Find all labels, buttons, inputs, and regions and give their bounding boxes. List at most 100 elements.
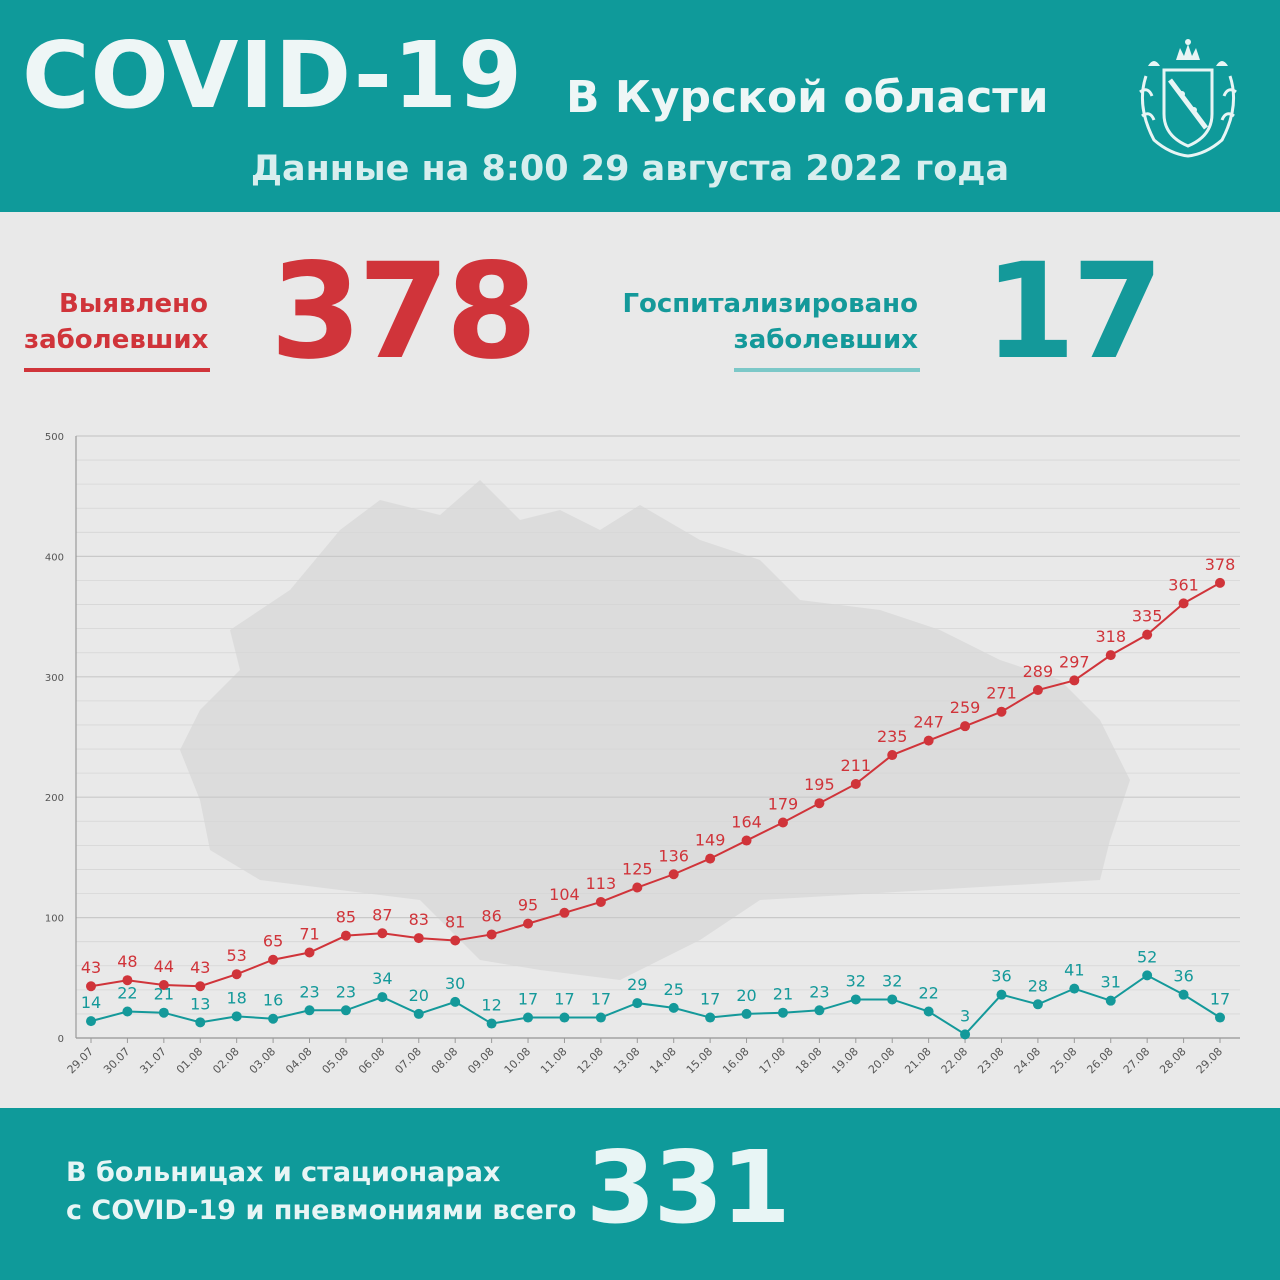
data-point <box>559 1012 570 1023</box>
detected-label-line2: заболевших <box>24 325 209 355</box>
y-tick-label: 300 <box>45 673 64 684</box>
data-label: 43 <box>190 958 210 977</box>
data-point <box>268 1013 279 1024</box>
data-point <box>523 1012 534 1023</box>
chart-series: 43 48 44 43 53 65 71 85 87 83 81 86 95 104 113 125 136 14… <box>81 555 1235 1040</box>
data-point <box>705 1012 716 1023</box>
x-tick-label: 29.08 <box>1194 1045 1225 1076</box>
data-label: 12 <box>481 996 501 1015</box>
data-label: 32 <box>846 971 866 990</box>
data-label: 164 <box>731 813 762 832</box>
x-tick-label: 18.08 <box>793 1045 824 1076</box>
data-label: 20 <box>409 986 429 1005</box>
x-tick-label: 01.08 <box>174 1045 205 1076</box>
data-label: 20 <box>736 986 756 1005</box>
x-tick-label: 13.08 <box>611 1045 642 1076</box>
data-label: 318 <box>1095 627 1126 646</box>
data-point <box>559 907 570 918</box>
data-label: 361 <box>1168 575 1199 594</box>
data-label: 87 <box>372 905 392 924</box>
x-tick-label: 11.08 <box>538 1045 569 1076</box>
data-point <box>1142 629 1153 640</box>
data-label: 32 <box>882 971 902 990</box>
data-point <box>923 735 934 746</box>
footer-caption-line1: В больницах и стационарах <box>66 1157 501 1188</box>
x-tick-label: 07.08 <box>392 1045 423 1076</box>
data-point <box>231 1011 242 1022</box>
x-axis-ticks: 29.07 30.07 31.07 01.08 02.08 03.08 04.08 05.08… <box>65 1038 1225 1076</box>
data-point <box>450 996 461 1007</box>
data-point <box>377 992 388 1003</box>
data-label: 149 <box>695 831 726 850</box>
data-point <box>304 947 315 958</box>
data-point <box>595 896 606 907</box>
data-label: 29 <box>627 975 647 994</box>
x-tick-label: 20.08 <box>866 1045 897 1076</box>
data-label: 36 <box>991 967 1011 986</box>
data-point <box>1215 1012 1225 1023</box>
kursk-coat-of-arms-icon <box>1139 39 1237 158</box>
hospitalized-label-line1: Госпитализировано <box>622 289 918 319</box>
data-label: 25 <box>664 980 684 999</box>
y-tick-label: 500 <box>45 432 64 443</box>
data-label: 297 <box>1059 652 1090 671</box>
data-point <box>850 994 861 1005</box>
data-label: 36 <box>1173 967 1193 986</box>
x-tick-label: 03.08 <box>247 1045 278 1076</box>
data-label: 211 <box>841 756 872 775</box>
data-point <box>996 706 1007 717</box>
data-label: 48 <box>117 952 137 971</box>
data-label: 28 <box>1028 976 1048 995</box>
data-point <box>1105 995 1116 1006</box>
data-label: 81 <box>445 912 465 931</box>
data-label: 14 <box>81 993 101 1012</box>
data-label: 17 <box>591 990 611 1009</box>
data-label: 179 <box>768 794 799 813</box>
chart-grid <box>75 435 1240 1039</box>
data-point <box>668 869 679 880</box>
y-tick-label: 100 <box>45 914 64 925</box>
data-point <box>413 1008 424 1019</box>
series-line <box>90 582 1221 988</box>
x-tick-label: 25.08 <box>1048 1045 1079 1076</box>
data-label: 53 <box>226 946 246 965</box>
data-point <box>741 1008 752 1019</box>
data-point <box>523 918 534 929</box>
data-label: 17 <box>554 990 574 1009</box>
data-label: 13 <box>190 994 210 1013</box>
data-point <box>996 989 1007 1000</box>
x-tick-label: 12.08 <box>575 1045 606 1076</box>
data-point <box>850 778 861 789</box>
x-tick-label: 23.08 <box>975 1045 1006 1076</box>
data-point <box>122 975 133 986</box>
data-point <box>340 1005 351 1016</box>
data-point <box>1105 650 1116 661</box>
y-tick-label: 0 <box>58 1034 64 1045</box>
data-label: 18 <box>226 988 246 1007</box>
x-tick-label: 02.08 <box>210 1045 241 1076</box>
data-point <box>741 835 752 846</box>
data-point <box>960 721 971 732</box>
data-point <box>632 882 643 893</box>
x-tick-label: 15.08 <box>684 1045 715 1076</box>
hospitalized-value: 17 <box>984 235 1164 389</box>
y-tick-label: 400 <box>45 552 64 563</box>
data-point <box>1178 598 1189 609</box>
x-tick-label: 30.07 <box>101 1045 132 1076</box>
x-tick-label: 14.08 <box>647 1045 678 1076</box>
data-point <box>450 935 461 946</box>
data-label: 30 <box>445 974 465 993</box>
data-point <box>195 981 206 992</box>
x-tick-label: 19.08 <box>829 1045 860 1076</box>
data-label: 21 <box>154 985 174 1004</box>
data-point <box>1069 983 1080 994</box>
data-label: 21 <box>773 985 793 1004</box>
data-label: 31 <box>1101 973 1121 992</box>
data-label: 22 <box>918 984 938 1003</box>
y-axis-ticks: 0 100 200 300 400 500 <box>45 432 64 1045</box>
data-point <box>705 853 716 864</box>
region-map-silhouette <box>180 480 1130 980</box>
footer-caption-line2: с COVID-19 и пневмониями всего <box>66 1195 577 1226</box>
data-label: 17 <box>700 990 720 1009</box>
data-point <box>632 998 643 1009</box>
